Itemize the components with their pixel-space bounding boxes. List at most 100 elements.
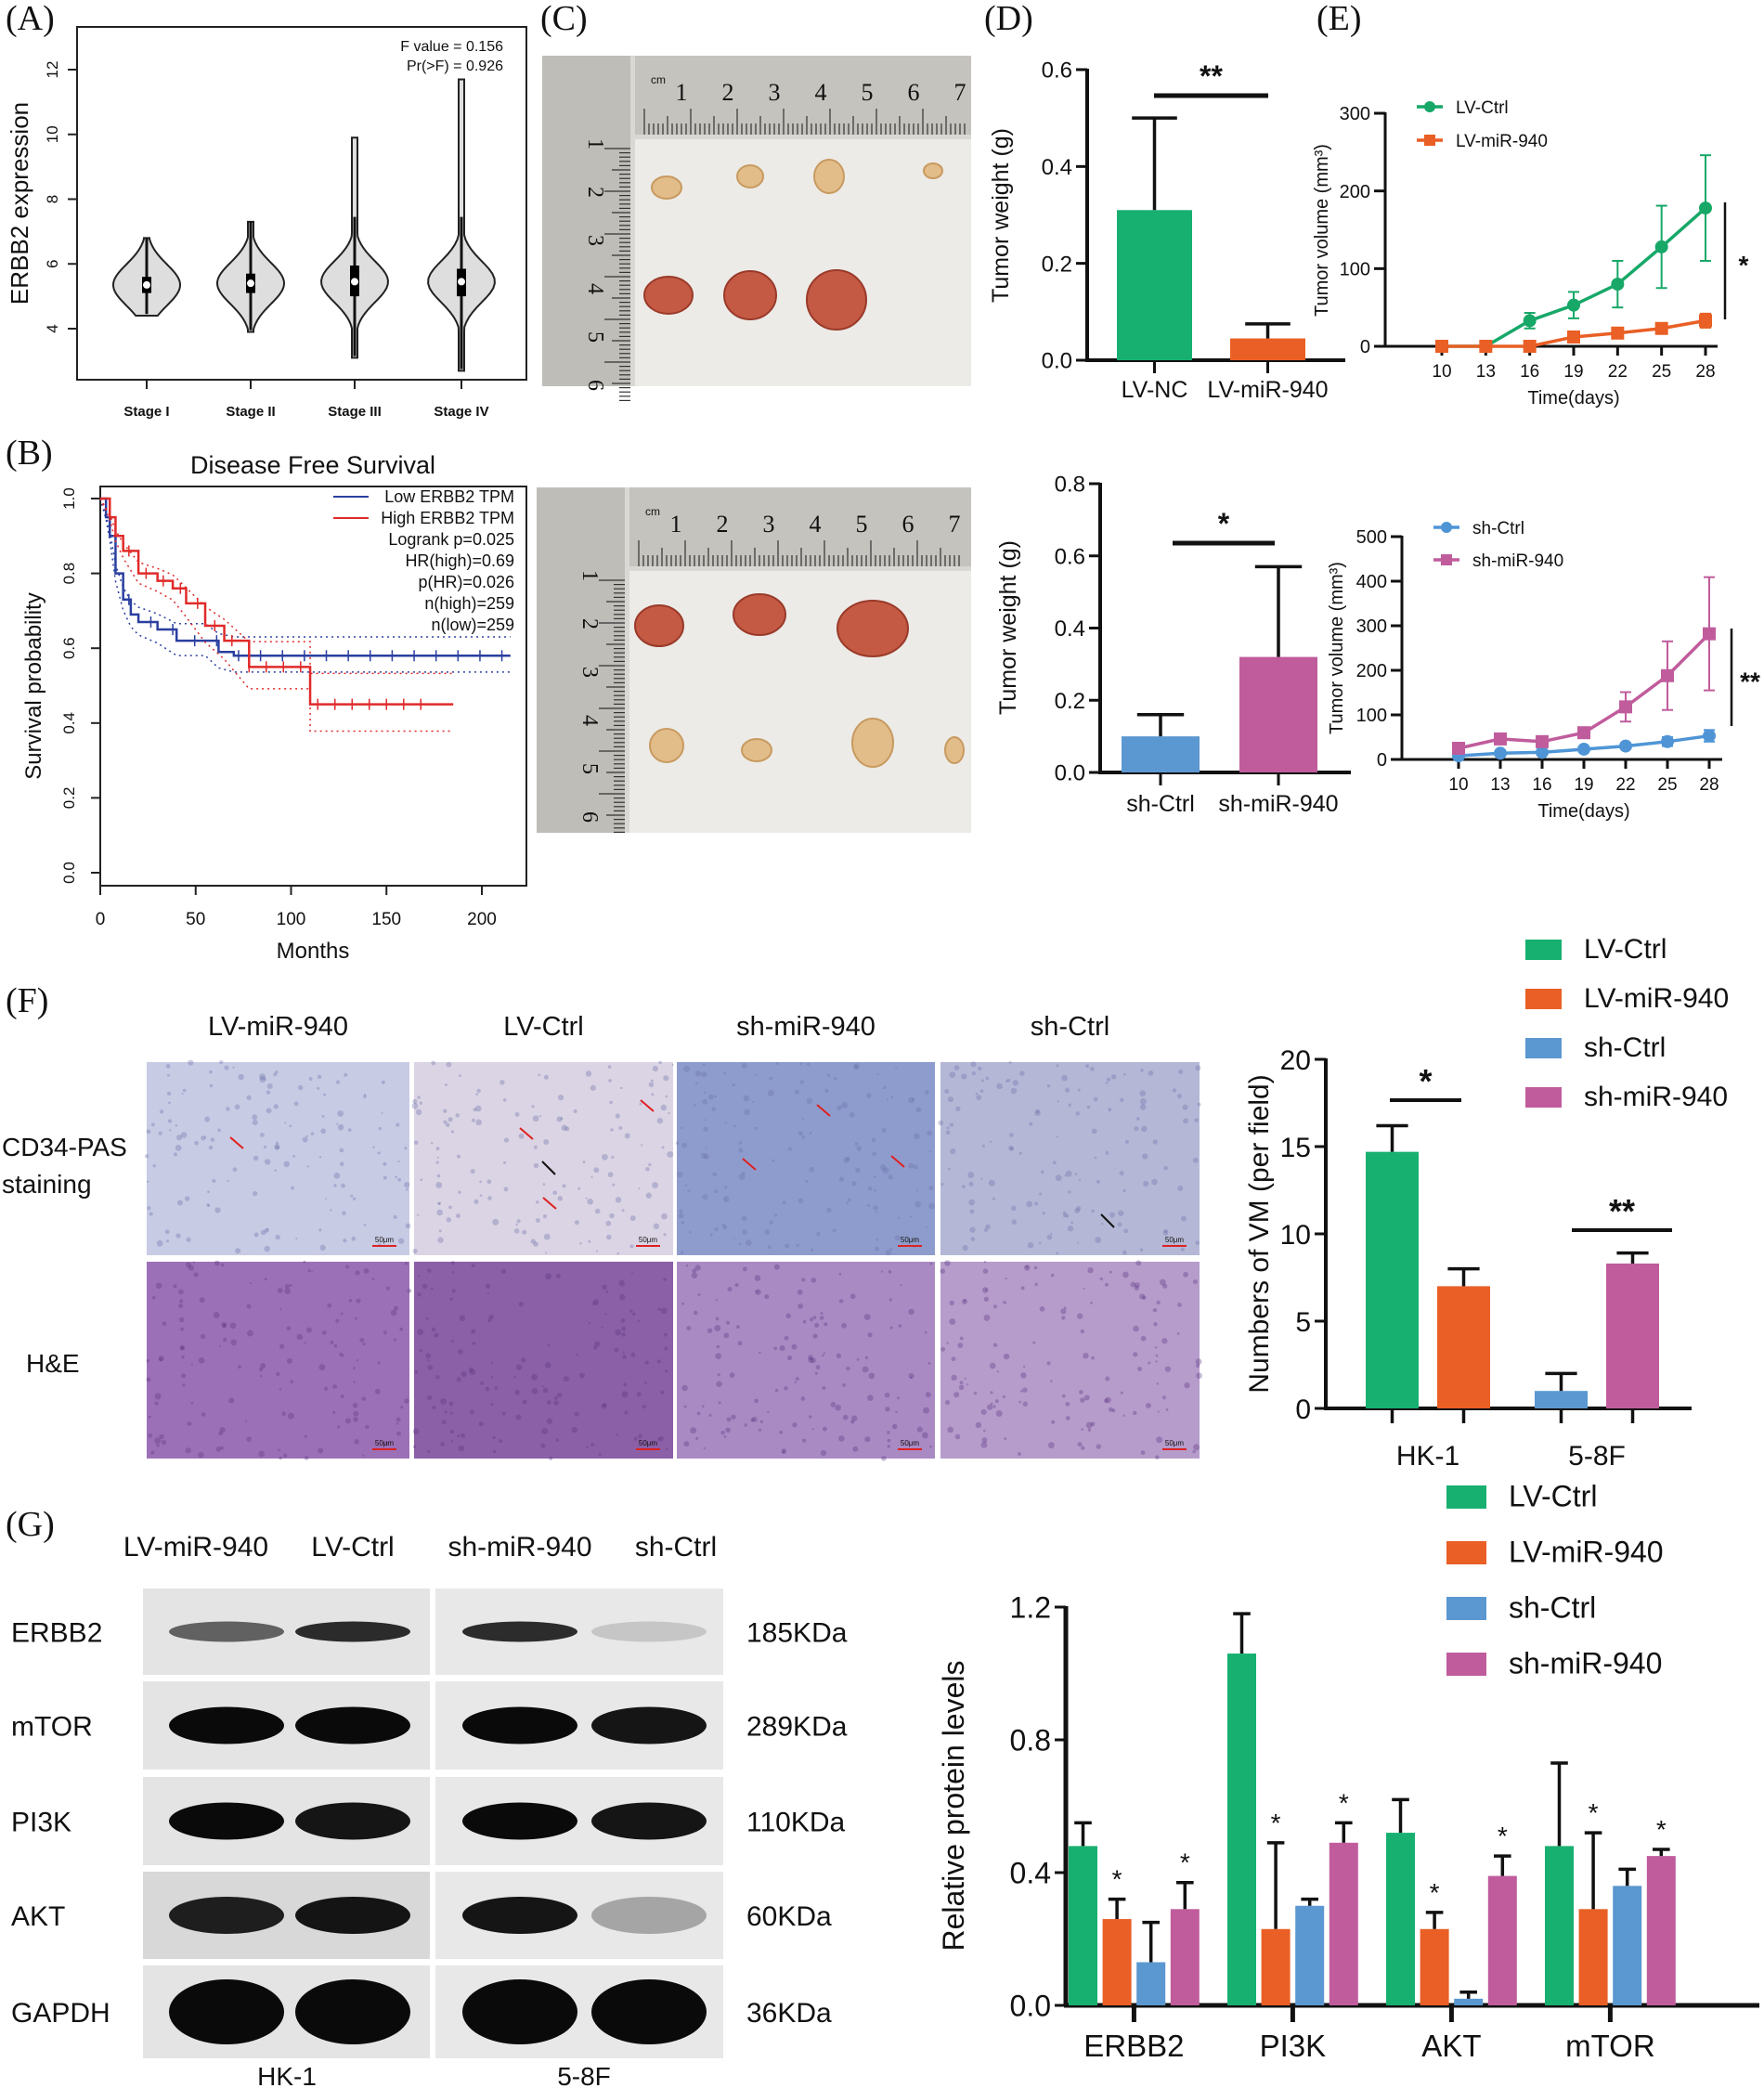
- x-tick-label: Stage III: [328, 404, 382, 420]
- cell-nucleus: [884, 1392, 890, 1398]
- cell-nucleus: [856, 1146, 863, 1151]
- cell-nucleus: [488, 1314, 494, 1320]
- bar: [1239, 656, 1317, 772]
- cell-nucleus: [715, 1353, 721, 1359]
- cell-nucleus: [412, 1428, 420, 1435]
- bar: [1136, 1962, 1166, 2005]
- cell-nucleus: [252, 1114, 258, 1121]
- cell-nucleus: [1061, 1316, 1066, 1320]
- cell-nucleus: [342, 1211, 346, 1215]
- cell-nucleus: [340, 1161, 344, 1166]
- cell-nucleus: [889, 1326, 893, 1329]
- cell-nucleus: [323, 1386, 329, 1391]
- cell-nucleus: [330, 1209, 332, 1212]
- cell-nucleus: [425, 1316, 429, 1320]
- ruler-number: 7: [949, 511, 961, 538]
- cell-nucleus: [787, 1147, 792, 1151]
- cell-nucleus: [1085, 1421, 1093, 1429]
- cell-nucleus: [179, 1345, 185, 1351]
- cell-nucleus: [1111, 1074, 1117, 1080]
- cell-nucleus: [642, 1405, 646, 1409]
- cell-nucleus: [910, 1376, 913, 1380]
- cell-nucleus: [419, 1101, 423, 1105]
- cell-nucleus: [621, 1332, 626, 1337]
- cell-nucleus: [785, 1243, 790, 1249]
- survival-chart: Disease Free Survival 0 50 100 150 200 0.0 0.2 0…: [21, 451, 527, 964]
- cell-nucleus: [515, 1364, 523, 1370]
- cell-nucleus: [808, 1357, 814, 1363]
- stat-annotation: p(HR)=0.026: [418, 573, 514, 591]
- cell-nucleus: [186, 1237, 191, 1242]
- cell-nucleus: [800, 1396, 806, 1401]
- legend-swatch: [1525, 1087, 1562, 1108]
- cell-nucleus: [882, 1085, 887, 1090]
- cell-nucleus: [1134, 1282, 1140, 1288]
- cell-nucleus: [645, 1166, 650, 1172]
- micrograph-image: [414, 1062, 673, 1255]
- tumor: [837, 600, 909, 657]
- cell-nucleus: [1161, 1338, 1168, 1344]
- cell-nucleus: [431, 1327, 436, 1332]
- x-tick-label: AKT: [1421, 2029, 1481, 2063]
- cell-nucleus: [1143, 1181, 1149, 1187]
- cell-nucleus: [450, 1439, 454, 1443]
- x-tick-label: 25: [1657, 775, 1677, 795]
- legend-marker: [1441, 554, 1452, 565]
- cell-nucleus: [274, 1144, 280, 1150]
- y-tick-label: 6: [44, 260, 61, 268]
- cell-nucleus: [722, 1196, 730, 1203]
- cell-nucleus: [900, 1284, 902, 1287]
- ruler-number: 1: [676, 79, 688, 106]
- cell-nucleus: [412, 1445, 417, 1449]
- cell-nucleus: [440, 1442, 446, 1446]
- cell-nucleus: [1077, 1088, 1081, 1092]
- cell-nucleus: [290, 1380, 294, 1384]
- cell-nucleus: [925, 1392, 931, 1398]
- cell-nucleus: [1094, 1156, 1097, 1160]
- cell-nucleus: [891, 1423, 898, 1430]
- cell-nucleus: [1064, 1174, 1067, 1177]
- cell-nucleus: [332, 1384, 337, 1389]
- cell-nucleus: [663, 1233, 667, 1237]
- cell-nucleus: [479, 1180, 482, 1184]
- cell-nucleus: [702, 1194, 708, 1200]
- micrograph-image: [147, 1062, 409, 1255]
- y-tick-label: 0.2: [60, 787, 78, 810]
- y-axis-title: ERBB2 expression: [6, 102, 33, 305]
- cell-nucleus: [499, 1080, 505, 1085]
- cell-nucleus: [678, 1213, 684, 1219]
- bar: [1261, 1928, 1291, 2005]
- cell-nucleus: [222, 1323, 227, 1329]
- cell-nucleus: [475, 1119, 482, 1126]
- cell-nucleus: [590, 1084, 597, 1091]
- data-point: [1661, 668, 1674, 682]
- column-header: sh-Ctrl: [1031, 1012, 1109, 1042]
- cell-nucleus: [295, 1237, 298, 1240]
- cell-nucleus: [1077, 1313, 1083, 1319]
- bar: [1295, 1905, 1325, 2005]
- cell-nucleus: [417, 1329, 424, 1336]
- cell-nucleus: [1087, 1267, 1094, 1274]
- cell-nucleus: [767, 1245, 772, 1250]
- cell-nucleus: [1105, 1376, 1110, 1381]
- cell-nucleus: [317, 1074, 322, 1080]
- chart-title: Disease Free Survival: [190, 451, 435, 479]
- cell-nucleus: [472, 1342, 476, 1345]
- cell-nucleus: [969, 1209, 975, 1214]
- black-arrow-icon: [541, 1161, 556, 1175]
- cell-nucleus: [320, 1128, 327, 1135]
- cell-nucleus: [911, 1097, 915, 1102]
- cell-nucleus: [324, 1198, 327, 1200]
- cell-nucleus: [336, 1122, 339, 1125]
- cell-nucleus: [618, 1125, 623, 1130]
- cell-nucleus: [1065, 1213, 1070, 1218]
- significance-marker: *: [1419, 1062, 1432, 1100]
- survival-curve: [100, 497, 511, 657]
- cell-nucleus: [836, 1353, 841, 1358]
- data-point: [1479, 340, 1493, 353]
- cell-nucleus: [1022, 1365, 1026, 1368]
- x-axis-title: Time(days): [1527, 388, 1619, 409]
- cell-nucleus: [694, 1070, 702, 1077]
- cell-nucleus: [616, 1433, 618, 1436]
- cell-nucleus: [393, 1305, 399, 1311]
